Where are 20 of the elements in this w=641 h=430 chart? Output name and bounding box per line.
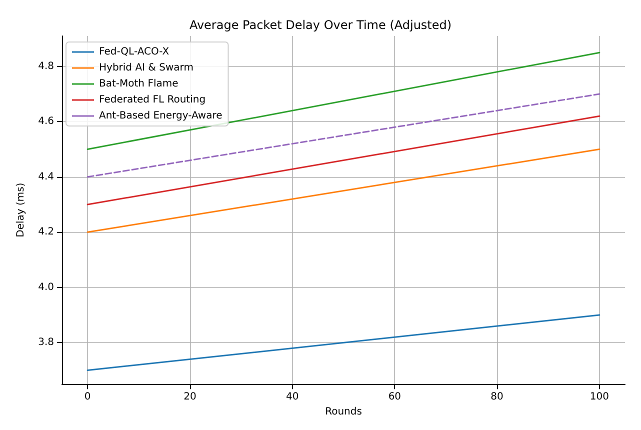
x-axis-title: Rounds [325,406,362,418]
x-tick-label: 20 [184,392,196,403]
y-tick-label: 4.0 [38,282,54,293]
legend-label: Fed-QL-ACO-X [99,46,170,58]
legend-label: Federated FL Routing [99,94,206,106]
y-axis-title: Delay (ms) [16,182,26,238]
y-tick-label: 3.8 [38,337,54,348]
y-tick-label: 4.2 [38,226,54,238]
y-tick-label: 4.8 [38,60,54,72]
y-tick-label: 4.4 [38,171,54,182]
y-tick-label: 4.6 [38,116,54,128]
x-tick-label: 100 [590,392,609,403]
legend-label: Hybrid AI & Swarm [99,62,194,74]
chart-title: Average Packet Delay Over Time (Adjusted) [189,18,452,32]
x-tick-label: 80 [490,392,504,403]
x-tick-label: 60 [388,392,402,403]
legend-label: Bat-Moth Flame [99,78,178,90]
legend-label: Ant-Based Energy-Aware [99,110,222,122]
x-tick-label: 0 [84,392,91,403]
x-tick-label: 40 [286,392,299,403]
